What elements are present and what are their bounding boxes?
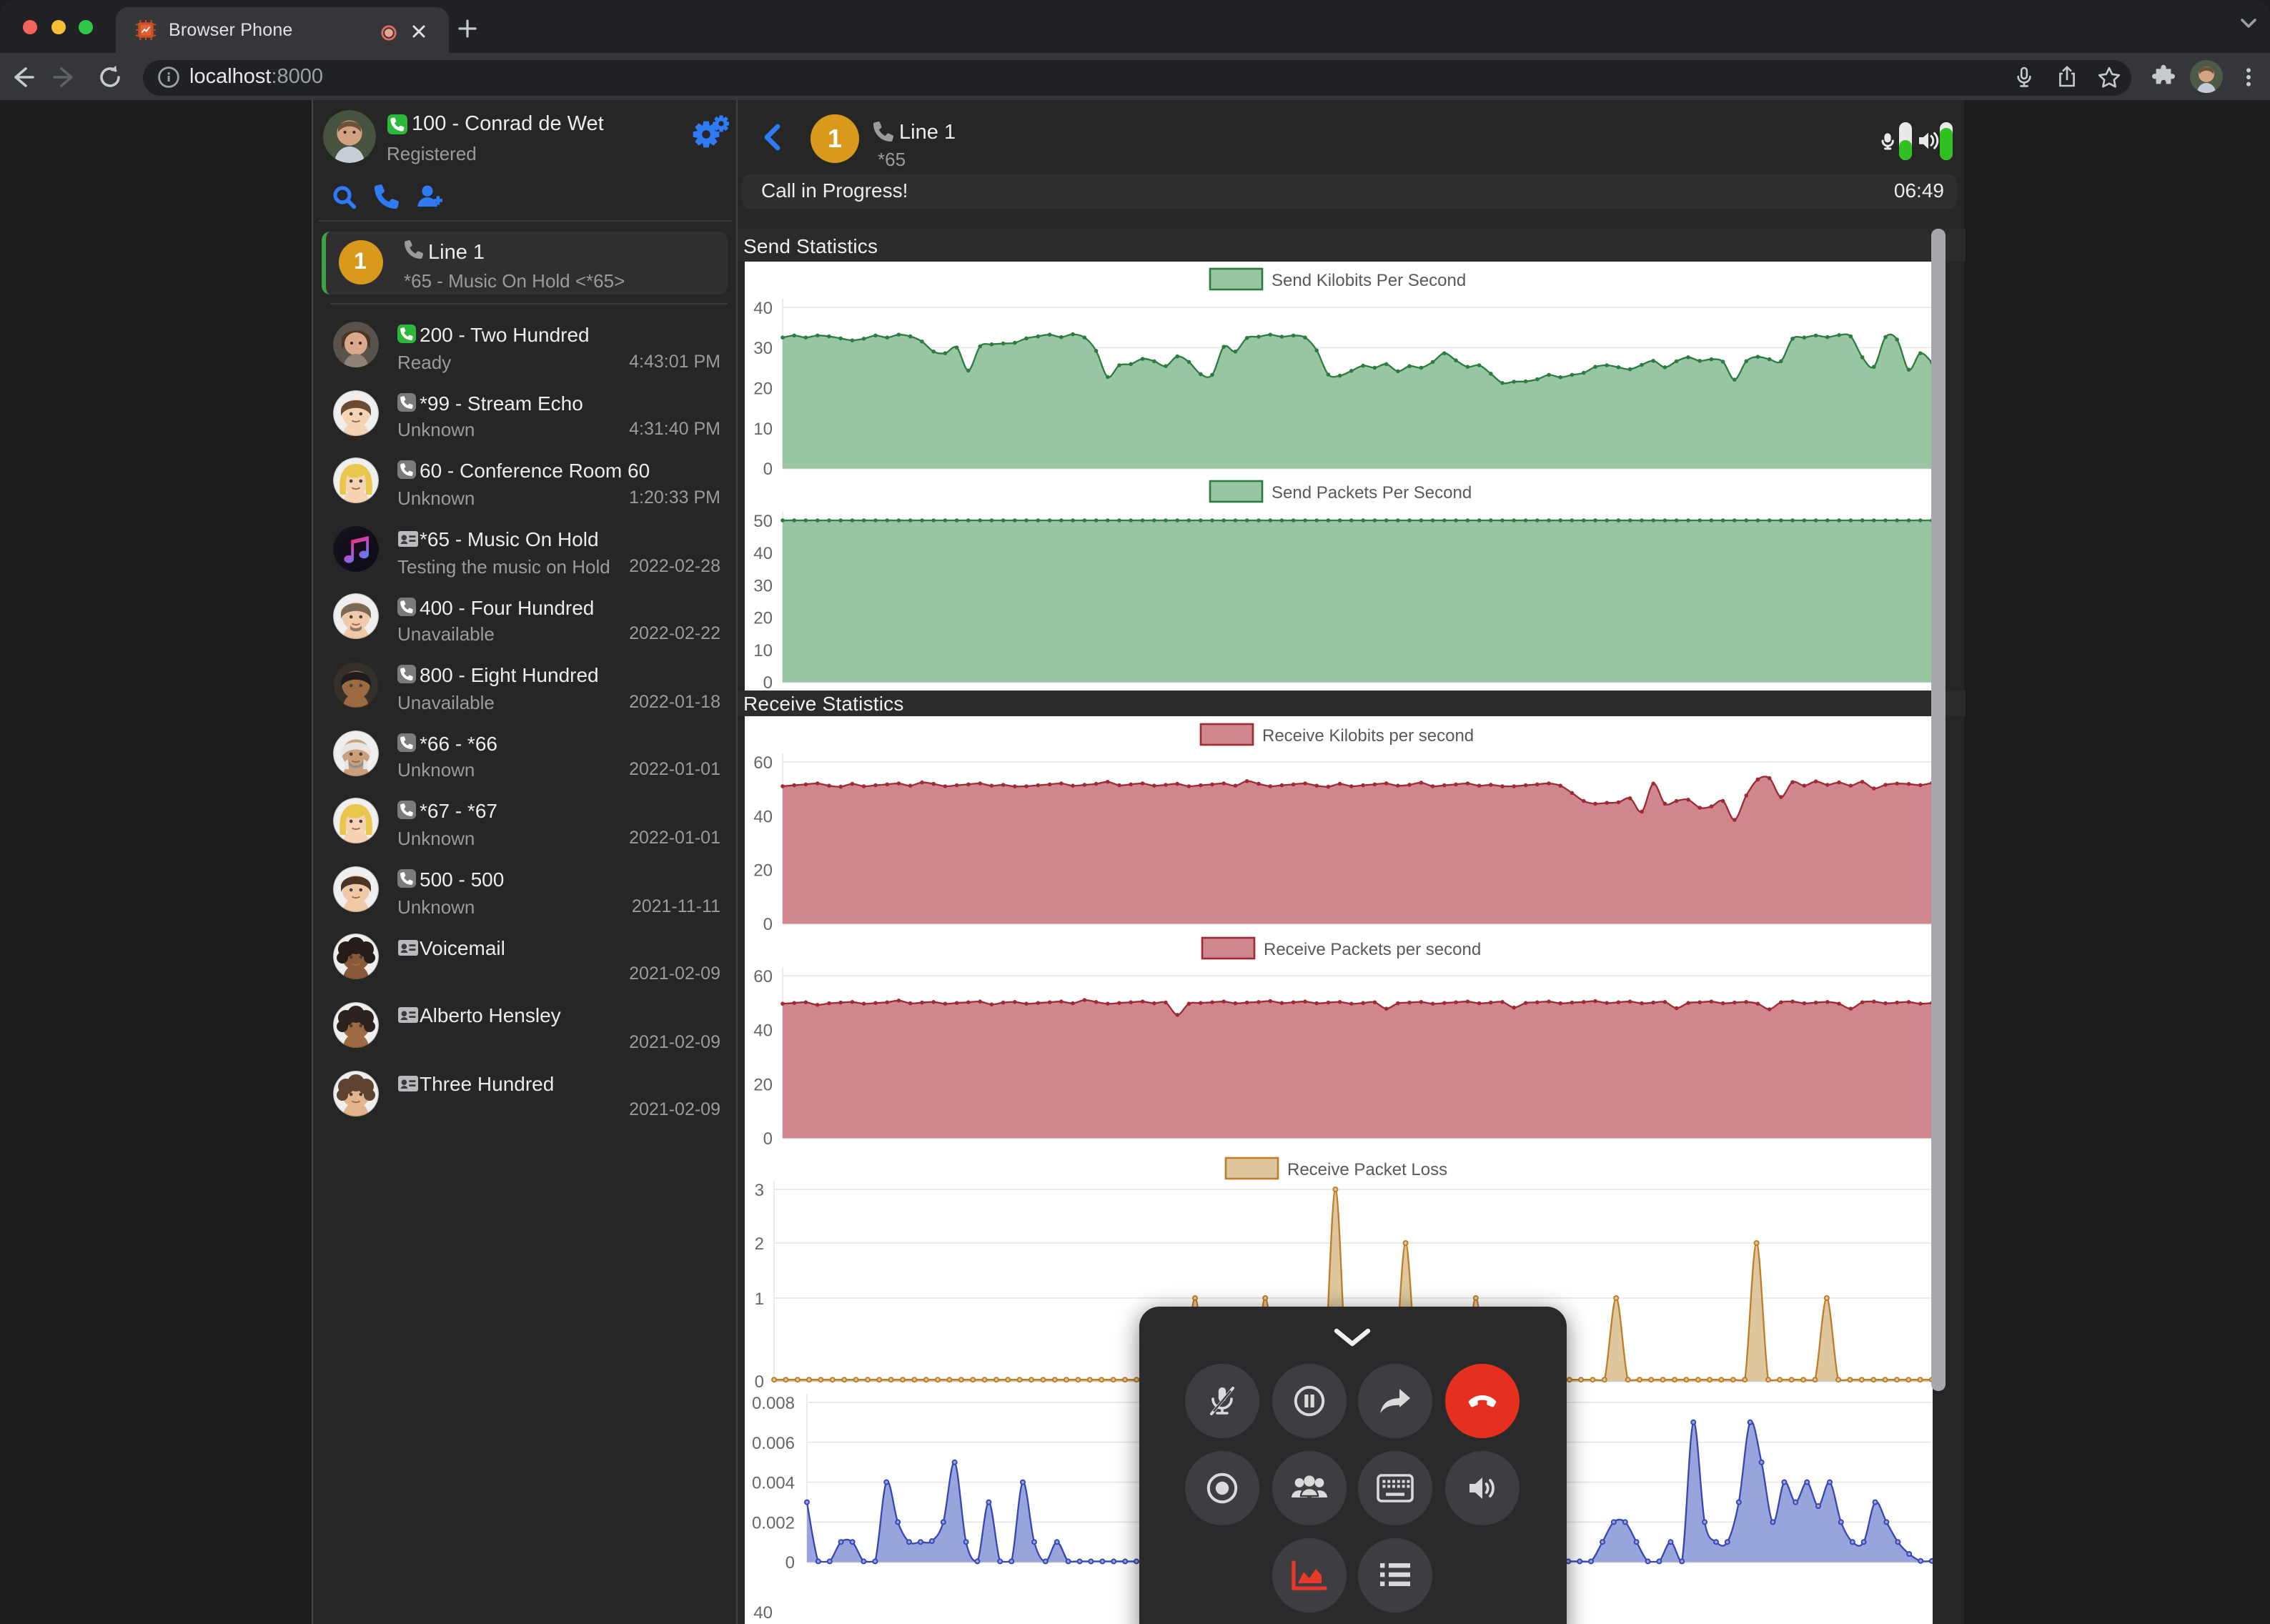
- svg-text:20: 20: [753, 861, 772, 881]
- svg-text:0.006: 0.006: [751, 1434, 794, 1453]
- svg-text:0.004: 0.004: [751, 1474, 794, 1493]
- svg-text:40: 40: [753, 544, 772, 563]
- svg-text:0.002: 0.002: [751, 1513, 794, 1533]
- svg-text:Receive Kilobits per second: Receive Kilobits per second: [1262, 726, 1473, 746]
- svg-text:20: 20: [753, 609, 772, 628]
- svg-text:10: 10: [753, 420, 772, 439]
- svg-text:0: 0: [763, 1129, 772, 1149]
- svg-text:2: 2: [754, 1234, 763, 1254]
- svg-text:30: 30: [753, 576, 772, 595]
- svg-text:3: 3: [754, 1181, 763, 1200]
- svg-text:1: 1: [754, 1289, 763, 1309]
- svg-text:Send Kilobits Per Second: Send Kilobits Per Second: [1271, 271, 1465, 290]
- svg-text:10: 10: [753, 641, 772, 660]
- svg-text:0: 0: [763, 460, 772, 479]
- svg-text:60: 60: [753, 753, 772, 773]
- svg-text:0.008: 0.008: [751, 1394, 794, 1413]
- svg-text:Receive Packets per second: Receive Packets per second: [1263, 940, 1480, 959]
- svg-text:60: 60: [753, 967, 772, 986]
- svg-text:0: 0: [754, 1372, 763, 1392]
- svg-text:0: 0: [785, 1553, 794, 1573]
- svg-text:Receive Packet Loss: Receive Packet Loss: [1287, 1160, 1447, 1179]
- svg-text:40: 40: [753, 299, 772, 318]
- svg-text:50: 50: [753, 512, 772, 531]
- svg-text:Send Packets Per Second: Send Packets Per Second: [1271, 483, 1471, 502]
- svg-text:30: 30: [753, 339, 772, 358]
- svg-text:40: 40: [753, 1021, 772, 1041]
- svg-text:20: 20: [753, 1075, 772, 1094]
- svg-text:20: 20: [753, 380, 772, 399]
- svg-text:0: 0: [763, 673, 772, 690]
- svg-text:40: 40: [753, 807, 772, 826]
- svg-text:0: 0: [763, 915, 772, 934]
- svg-text:40: 40: [753, 1603, 772, 1623]
